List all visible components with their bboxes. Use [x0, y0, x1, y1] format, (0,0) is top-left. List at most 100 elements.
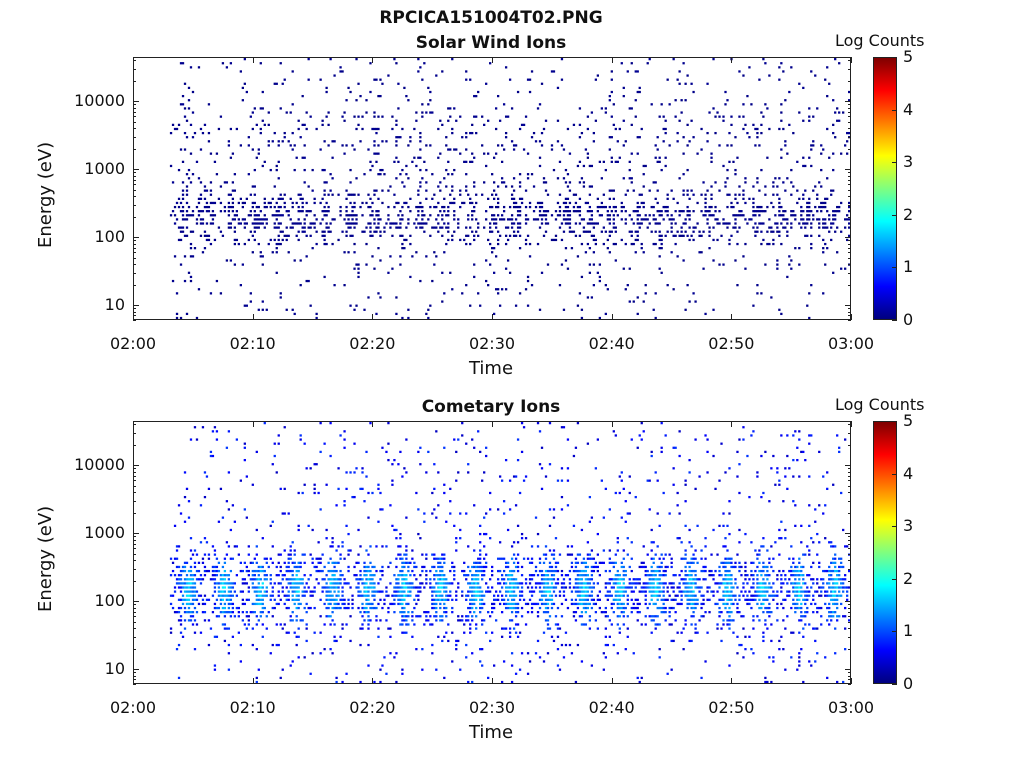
spectrogram-cell: [297, 528, 300, 532]
spectrogram-cell: [782, 210, 785, 213]
spectrogram-cell: [566, 574, 570, 577]
spectrogram-cell: [534, 569, 538, 573]
spectrogram-cell: [261, 635, 264, 638]
spectrogram-cell: [471, 590, 474, 593]
spectrogram-cell: [433, 226, 436, 229]
spectrogram-cell: [530, 557, 534, 560]
spectrogram-cell: [500, 594, 504, 597]
spectrogram-cell: [293, 582, 296, 585]
spectrogram-cell: [391, 594, 394, 597]
spectrogram-cell: [325, 210, 328, 213]
spectrogram-cell: [345, 210, 348, 213]
spectrogram-cell: [355, 218, 358, 221]
spectrogram-cell: [836, 226, 839, 229]
spectrogram-cell: [668, 611, 671, 614]
spectrogram-cell: [377, 487, 380, 491]
spectrogram-cell: [189, 574, 193, 577]
spectrogram-cell: [171, 569, 175, 573]
spectrogram-cell: [195, 218, 199, 221]
spectrogram-cell: [491, 193, 494, 196]
spectrogram-cell: [365, 475, 368, 478]
spectrogram-cell: [528, 590, 532, 593]
spectrogram-cell: [500, 160, 504, 163]
spectrogram-cell: [674, 115, 677, 118]
spectrogram-cell: [339, 70, 342, 73]
spectrogram-cell: [652, 615, 655, 618]
spectrogram-cell: [461, 422, 464, 425]
spectrogram-cell: [279, 230, 282, 233]
spectrogram-cell: [632, 189, 635, 192]
spectrogram-cell: [257, 226, 260, 229]
spectrogram-cell: [349, 193, 352, 196]
spectrogram-cell: [676, 230, 679, 233]
spectrogram-cell: [429, 205, 432, 209]
spectrogram-cell: [401, 557, 404, 560]
spectrogram-cell: [500, 578, 504, 581]
spectrogram-cell: [496, 214, 500, 217]
y-tick-mark: [133, 68, 136, 70]
spectrogram-cell: [277, 214, 280, 217]
spectrogram-cell: [291, 226, 294, 229]
spectrogram-cell: [351, 218, 354, 221]
spectrogram-cell: [686, 234, 689, 237]
spectrogram-cell: [832, 222, 835, 225]
spectrogram-cell: [538, 205, 542, 209]
spectrogram-cell: [496, 94, 500, 98]
spectrogram-cell: [277, 144, 280, 147]
spectrogram-cell: [459, 205, 462, 209]
spectrogram-cell: [255, 615, 258, 618]
spectrogram-cell: [473, 156, 476, 159]
spectrogram-cell: [257, 619, 260, 622]
spectrogram-cell: [610, 578, 613, 581]
spectrogram-cell: [253, 569, 256, 573]
spectrogram-cell: [538, 656, 542, 659]
spectrogram-cell: [471, 652, 474, 655]
spectrogram-cell: [650, 569, 653, 573]
spectrogram-cell: [203, 574, 207, 577]
spectrogram-cell: [848, 226, 850, 229]
x-tick-label: 02:00: [109, 334, 157, 353]
spectrogram-cell: [680, 590, 683, 593]
spectrogram-cell: [680, 99, 683, 102]
spectrogram-cell: [411, 549, 414, 552]
spectrogram-cell: [508, 594, 512, 597]
spectrogram-cell: [808, 156, 811, 159]
spectrogram-cell: [297, 218, 300, 221]
spectrogram-cell: [802, 197, 805, 200]
spectrogram-cell: [249, 193, 252, 196]
spectrogram-cell: [542, 590, 546, 593]
spectrogram-cell: [680, 569, 683, 573]
spectrogram-cell: [588, 193, 592, 196]
spectrogram-cell: [361, 627, 364, 630]
y-tick-mark: [133, 60, 136, 62]
spectrogram-cell: [494, 288, 498, 291]
spectrogram-cell: [626, 553, 629, 556]
spectrogram-cell: [628, 267, 631, 270]
spectrogram-cell: [618, 156, 621, 159]
spectrogram-cell: [227, 627, 231, 630]
spectrogram-cell: [255, 214, 258, 217]
spectrogram-cell: [325, 115, 328, 118]
spectrogram-cell: [578, 160, 582, 163]
spectrogram-cell: [538, 103, 542, 106]
spectrogram-cell: [473, 561, 476, 564]
spectrogram-cell: [493, 214, 496, 217]
spectrogram-cell: [622, 578, 625, 581]
spectrogram-cell: [694, 557, 697, 560]
spectrogram-cell: [688, 226, 691, 229]
y-tick-mark: [133, 121, 136, 123]
spectrogram-cell: [500, 598, 504, 601]
spectrogram-cell: [319, 450, 322, 454]
spectrogram-cell: [734, 173, 737, 176]
spectrogram-cell: [676, 201, 679, 205]
spectrogram-cell: [355, 263, 358, 266]
spectrogram-cell: [321, 119, 324, 122]
spectrogram-cell: [453, 524, 456, 527]
spectrogram-cell: [245, 475, 248, 478]
spectrogram-cell: [660, 214, 663, 217]
spectrogram-cell: [520, 537, 524, 540]
spectrogram-cell: [411, 615, 414, 618]
spectrogram-cell: [417, 205, 420, 209]
spectrogram-cell: [662, 491, 665, 495]
spectrogram-cell: [225, 627, 229, 630]
